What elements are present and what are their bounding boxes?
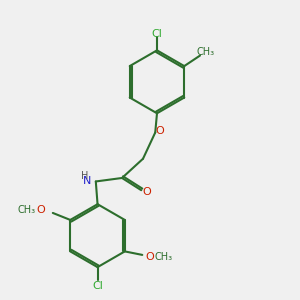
Text: Cl: Cl: [92, 281, 103, 291]
Text: CH₃: CH₃: [155, 252, 173, 262]
Text: Cl: Cl: [152, 28, 162, 39]
Text: O: O: [145, 252, 154, 262]
Text: CH₃: CH₃: [17, 205, 36, 215]
Text: CH₃: CH₃: [196, 47, 214, 57]
Text: O: O: [36, 205, 45, 215]
Text: N: N: [83, 176, 92, 187]
Text: H: H: [81, 171, 88, 181]
Text: O: O: [142, 187, 151, 197]
Text: O: O: [155, 126, 164, 136]
